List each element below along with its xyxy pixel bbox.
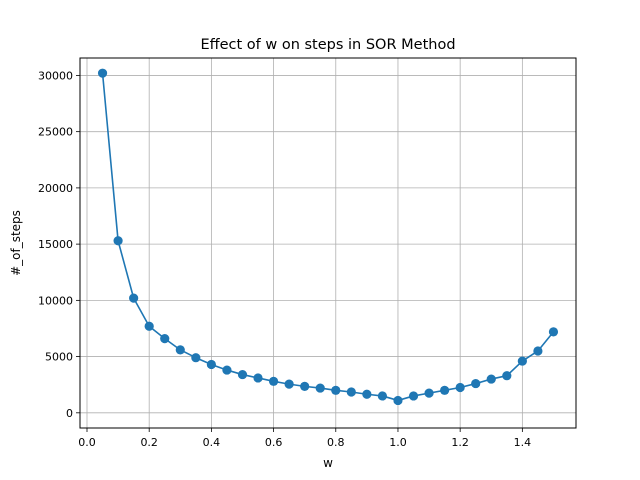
- data-point: [300, 381, 310, 391]
- x-tick-label: 1.0: [389, 436, 407, 449]
- y-tick-label: 10000: [38, 294, 73, 307]
- data-point: [486, 374, 496, 384]
- y-axis-label: #_of_steps: [9, 210, 23, 276]
- data-point: [346, 387, 356, 397]
- x-tick-label: 0.8: [327, 436, 345, 449]
- data-point: [502, 371, 512, 381]
- series-layer: [97, 68, 559, 406]
- data-point: [440, 385, 450, 395]
- x-axis-label: w: [323, 456, 333, 470]
- data-point: [129, 293, 139, 303]
- data-point: [424, 388, 434, 398]
- data-point: [113, 236, 123, 246]
- grid: [80, 58, 576, 428]
- data-point: [268, 376, 279, 386]
- data-point: [315, 383, 325, 393]
- x-tick-label: 0.4: [203, 436, 221, 449]
- data-point: [237, 369, 248, 380]
- y-tick-label: 25000: [38, 126, 73, 139]
- data-point: [160, 333, 170, 344]
- y-tick-label: 15000: [38, 238, 73, 251]
- chart-title: Effect of w on steps in SOR Method: [200, 37, 455, 53]
- data-point: [191, 353, 201, 363]
- data-point: [284, 379, 294, 389]
- data-point: [253, 373, 263, 383]
- x-tick-label: 0.0: [78, 436, 96, 449]
- y-tick-label: 20000: [38, 182, 73, 195]
- x-tick-label: 0.6: [265, 436, 283, 449]
- data-point: [471, 378, 481, 389]
- data-point: [548, 327, 559, 337]
- x-tick-label: 1.2: [451, 436, 469, 449]
- data-point: [455, 382, 465, 393]
- data-point: [175, 345, 185, 355]
- data-point: [331, 385, 341, 395]
- plot-frame: [79, 57, 577, 429]
- y-tick-label: 5000: [45, 351, 73, 364]
- data-point: [393, 395, 403, 406]
- x-tick-label: 1.4: [514, 436, 532, 449]
- data-point: [533, 346, 543, 356]
- data-point: [222, 365, 232, 375]
- data-point: [362, 389, 372, 399]
- data-point: [144, 321, 154, 331]
- x-tick-label: 0.2: [140, 436, 158, 449]
- data-point: [517, 356, 527, 366]
- data-point: [97, 68, 108, 78]
- data-point: [408, 391, 419, 401]
- data-point: [377, 391, 388, 401]
- ticks: 0.0 0.2 0.4 0.6 0.8 1.0 1.2 1.4 0 5000 10000 15000 2…: [38, 69, 531, 449]
- data-point: [206, 359, 216, 370]
- y-tick-label: 30000: [38, 69, 73, 82]
- y-tick-label: 0: [66, 407, 73, 420]
